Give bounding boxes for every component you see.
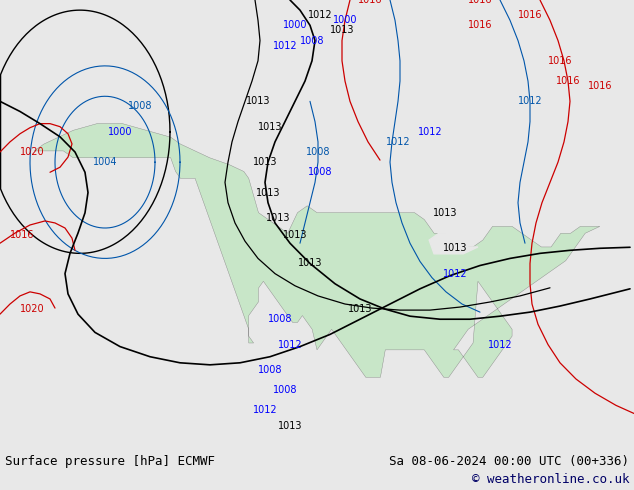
Text: 1012: 1012 [385, 137, 410, 147]
Text: 1004: 1004 [93, 157, 117, 167]
Text: 1020: 1020 [20, 304, 44, 314]
Text: 1000: 1000 [108, 127, 133, 137]
Text: 1013: 1013 [348, 304, 372, 314]
Text: 1012: 1012 [418, 127, 443, 137]
Text: 1016: 1016 [468, 0, 492, 5]
Text: 1013: 1013 [278, 420, 302, 431]
Text: 1008: 1008 [127, 101, 152, 111]
Text: 1012: 1012 [518, 97, 542, 106]
Text: 1020: 1020 [20, 147, 44, 157]
Text: 1008: 1008 [268, 314, 292, 324]
Text: Surface pressure [hPa] ECMWF: Surface pressure [hPa] ECMWF [5, 455, 215, 468]
Text: © weatheronline.co.uk: © weatheronline.co.uk [472, 473, 629, 487]
Text: 1013: 1013 [433, 208, 457, 218]
Text: 1013: 1013 [258, 122, 282, 132]
Text: 1012: 1012 [307, 10, 332, 20]
Text: 1008: 1008 [258, 365, 282, 375]
Text: 1012: 1012 [253, 405, 277, 416]
Text: 1016: 1016 [518, 10, 542, 20]
Text: 1016: 1016 [10, 230, 34, 240]
Text: 1013: 1013 [330, 25, 354, 35]
Polygon shape [34, 123, 600, 377]
Text: 1008: 1008 [300, 36, 324, 46]
Text: 1013: 1013 [283, 230, 307, 240]
Text: 1008: 1008 [273, 385, 297, 395]
Text: 1016: 1016 [358, 0, 382, 5]
Text: 1013: 1013 [443, 244, 467, 253]
Text: 1008: 1008 [306, 147, 330, 157]
Text: 1013: 1013 [298, 259, 322, 269]
Text: 1016: 1016 [548, 56, 573, 66]
Text: 1012: 1012 [488, 340, 512, 349]
Text: 1008: 1008 [307, 167, 332, 177]
Text: 1013: 1013 [256, 188, 280, 197]
Text: 1012: 1012 [278, 340, 302, 349]
Text: 1012: 1012 [443, 269, 467, 279]
Text: 1013: 1013 [253, 157, 277, 167]
Text: Sa 08-06-2024 00:00 UTC (00+336): Sa 08-06-2024 00:00 UTC (00+336) [389, 455, 629, 468]
Text: 1016: 1016 [468, 21, 492, 30]
Text: 1000: 1000 [283, 21, 307, 30]
Text: 1000: 1000 [333, 15, 357, 25]
Text: 1013: 1013 [246, 97, 270, 106]
Polygon shape [429, 233, 478, 254]
Text: 1016: 1016 [588, 81, 612, 91]
Text: 1013: 1013 [266, 213, 290, 223]
Text: 1012: 1012 [273, 41, 297, 50]
Text: 1016: 1016 [556, 76, 580, 86]
